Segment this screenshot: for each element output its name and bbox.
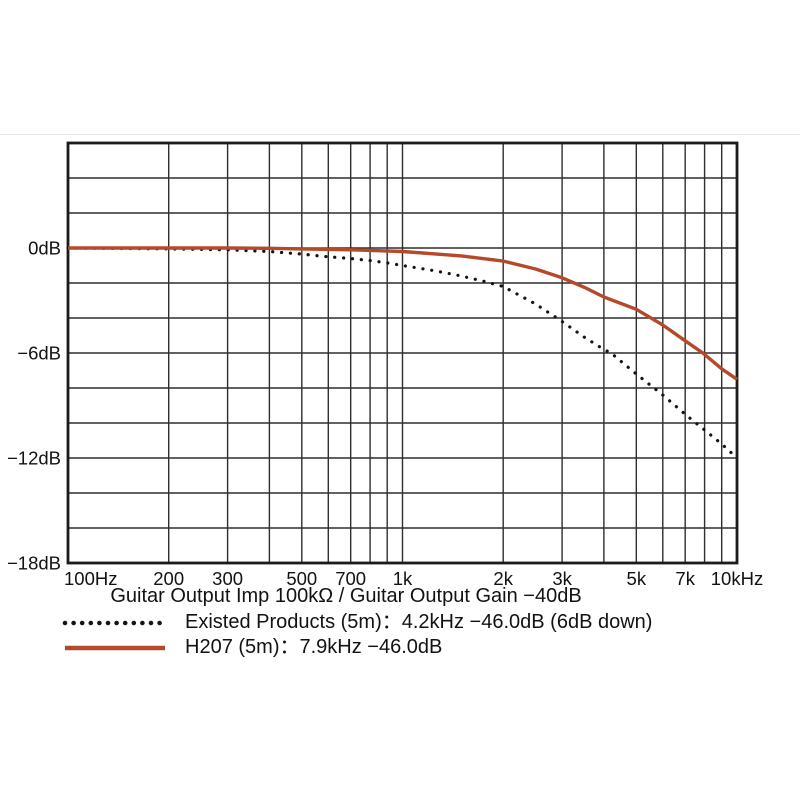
x-tick-label: 100Hz xyxy=(64,568,117,589)
dotted-line-marker-icon xyxy=(62,617,168,629)
frequency-response-chart: 100Hz 200 300 500 700 1k 2k 3k 5k 7k 10kHz 0dB −6dB −… xyxy=(7,141,763,589)
chart-caption: Guitar Output Imp 100kΩ / Guitar Output … xyxy=(110,585,582,607)
legend-row-h207: H207 (5m)：7.9kHz −46.0dB xyxy=(62,635,652,660)
x-tick-label: 500 xyxy=(286,568,317,589)
chart-legend: Existed Products (5m)：4.2kHz −46.0dB (6d… xyxy=(62,610,652,660)
solid-line-marker-icon xyxy=(62,642,168,654)
plot-border xyxy=(66,141,739,565)
x-tick-label: 300 xyxy=(212,568,243,589)
y-tick-label: 0dB xyxy=(28,238,61,259)
x-tick-label: 10kHz xyxy=(711,568,763,589)
faint-divider xyxy=(0,134,800,135)
curve-h207 xyxy=(68,246,738,381)
y-tick-label: −12dB xyxy=(7,448,61,469)
x-tick-label: 5k xyxy=(627,568,647,589)
y-tick-label: −18dB xyxy=(7,553,61,574)
x-tick-label: 7k xyxy=(675,568,695,589)
y-tick-label: −6dB xyxy=(17,343,61,364)
curve-existed-products xyxy=(66,246,739,460)
legend-label-existed-products: Existed Products (5m)：4.2kHz −46.0dB (6d… xyxy=(185,611,653,633)
dotted-marker-glyph xyxy=(62,620,168,625)
x-tick-label: 200 xyxy=(153,568,184,589)
solid-marker-glyph xyxy=(65,645,165,650)
x-tick-label: 1k xyxy=(393,568,413,589)
legend-row-existed-products: Existed Products (5m)：4.2kHz −46.0dB (6d… xyxy=(62,610,652,635)
legend-label-h207: H207 (5m)：7.9kHz −46.0dB xyxy=(185,636,443,658)
x-tick-label: 2k xyxy=(493,568,513,589)
x-tick-label: 700 xyxy=(335,568,366,589)
x-tick-label: 3k xyxy=(552,568,572,589)
